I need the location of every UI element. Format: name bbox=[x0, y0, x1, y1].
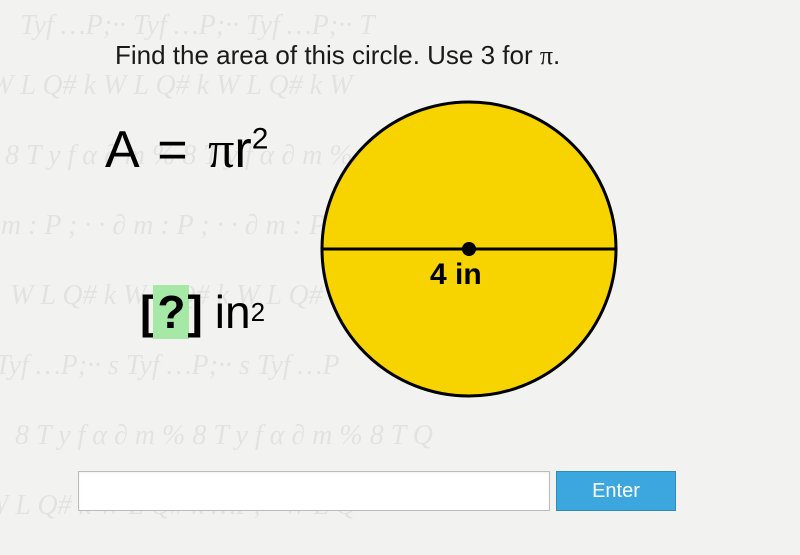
answer-input-row: Enter bbox=[78, 471, 676, 511]
equals-sign: = bbox=[157, 121, 187, 179]
enter-button[interactable]: Enter bbox=[556, 471, 676, 511]
center-dot bbox=[462, 242, 476, 256]
answer-unit: in bbox=[215, 285, 251, 339]
formula-lhs: A bbox=[105, 121, 137, 179]
diameter-label: 4 in bbox=[430, 258, 482, 292]
formula-exponent: 2 bbox=[252, 123, 269, 156]
question-text: Find the area of this circle. Use 3 for … bbox=[115, 40, 560, 71]
close-bracket: ] bbox=[187, 285, 202, 339]
question-prefix: Find the area of this circle. Use 3 for bbox=[115, 40, 540, 70]
question-suffix: . bbox=[553, 40, 560, 70]
area-formula: A = πr2 bbox=[105, 120, 268, 180]
answer-expression: [?] in2 bbox=[140, 285, 265, 339]
circle-diagram bbox=[318, 98, 620, 400]
answer-placeholder[interactable]: ? bbox=[153, 285, 189, 339]
formula-pi: π bbox=[208, 122, 234, 179]
answer-exponent: 2 bbox=[251, 297, 265, 328]
pi-symbol: π bbox=[540, 41, 553, 70]
formula-r: r bbox=[234, 121, 251, 179]
answer-input[interactable] bbox=[78, 471, 550, 511]
